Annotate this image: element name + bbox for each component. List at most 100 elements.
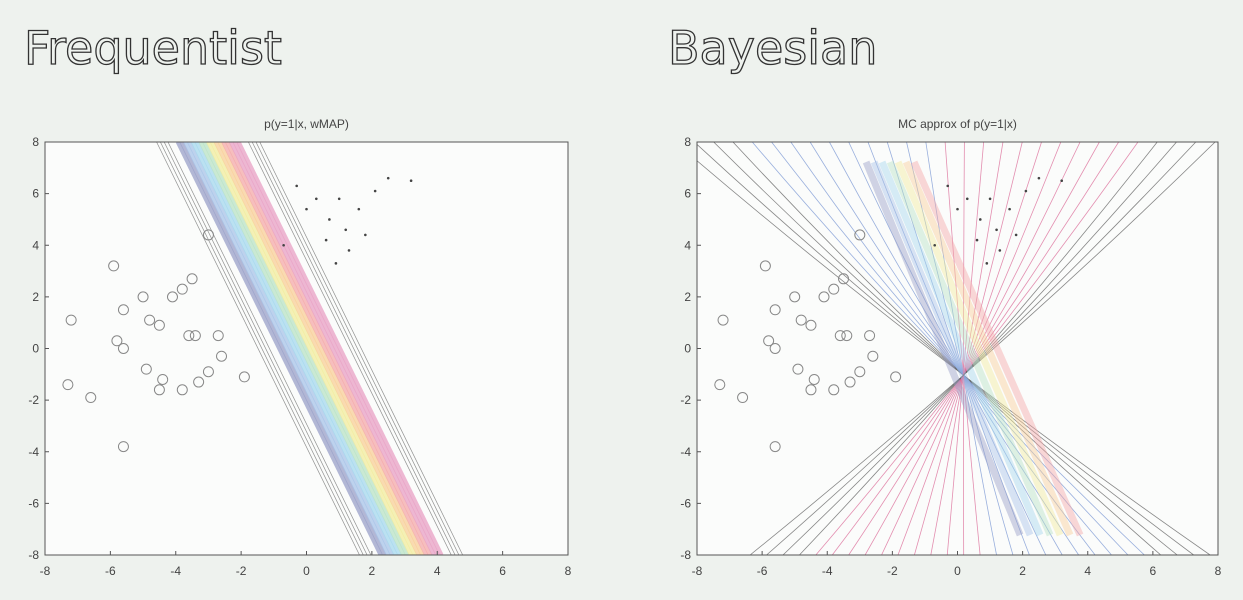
- x-tick-label: 6: [499, 564, 506, 578]
- contour-line: [930, 142, 1004, 555]
- point: [364, 233, 367, 237]
- point: [769, 441, 781, 453]
- point: [153, 384, 165, 396]
- x-tick-label: -4: [170, 564, 181, 578]
- contour-line: [160, 142, 364, 555]
- point: [769, 343, 781, 354]
- contour-line: [771, 142, 1129, 555]
- contour-line: [183, 142, 391, 555]
- contour-line: [864, 142, 1081, 555]
- point: [792, 363, 804, 375]
- contour-line: [163, 142, 368, 555]
- contour-line: [187, 142, 394, 555]
- contour-line: [248, 142, 452, 555]
- point: [1024, 189, 1028, 193]
- contour-line: [925, 142, 997, 555]
- contour-line: [259, 142, 464, 555]
- contour-band: [862, 160, 1024, 537]
- point: [759, 260, 771, 272]
- point: [238, 371, 250, 383]
- point: [1008, 207, 1011, 211]
- contour-line: [251, 142, 456, 555]
- chart-title: MC approx of p(y=1|x): [898, 117, 1017, 131]
- point: [933, 243, 937, 247]
- point: [334, 262, 338, 265]
- chart: p(y=1|x, wMAP) -8 -6 -4 -2 0 2 4 6 8 -8 -6 -4 -2 0 2 4 6 8: [28, 117, 571, 578]
- contour-line: [225, 142, 432, 555]
- x-tick-label: 4: [434, 564, 441, 578]
- point: [998, 249, 1002, 252]
- contour-line: [867, 142, 1047, 555]
- y-tick-label: -6: [680, 496, 691, 510]
- point: [988, 197, 992, 201]
- point: [212, 330, 224, 342]
- y-tick-label: 8: [684, 135, 691, 149]
- point: [166, 291, 178, 303]
- contour-band: [878, 160, 1044, 537]
- contours: [156, 142, 464, 555]
- contour-line: [829, 142, 1080, 555]
- contour-line: [749, 142, 1216, 555]
- point: [153, 319, 165, 331]
- contour-line: [255, 142, 460, 555]
- contour-line: [963, 142, 965, 555]
- contour-line: [944, 142, 981, 555]
- point: [347, 249, 351, 252]
- point: [978, 218, 982, 221]
- point: [305, 207, 308, 211]
- contour-line: [217, 142, 425, 555]
- contour-line: [815, 142, 1139, 555]
- x-tick-label: -6: [105, 564, 116, 578]
- point: [202, 229, 214, 241]
- point: [995, 228, 998, 232]
- y-tick-label: 0: [32, 342, 39, 356]
- contours: [697, 142, 1216, 555]
- y-tick-label: 6: [32, 187, 39, 201]
- heading: Bayesian: [668, 21, 877, 75]
- contour-band: [886, 160, 1054, 537]
- point: [714, 379, 726, 391]
- x-tick-label: -6: [757, 564, 768, 578]
- point: [108, 260, 120, 272]
- point: [763, 335, 775, 347]
- contour-line: [799, 142, 1158, 555]
- point: [1014, 233, 1018, 237]
- y-tick-label: -2: [680, 393, 691, 407]
- point: [315, 197, 318, 201]
- point: [176, 384, 188, 396]
- x-tick-label: 4: [1084, 564, 1091, 578]
- point: [111, 335, 123, 347]
- point: [985, 262, 989, 265]
- point: [864, 330, 876, 342]
- contour-line: [206, 142, 413, 555]
- point: [324, 238, 328, 242]
- heading: Frequentist: [24, 21, 282, 75]
- point: [834, 330, 846, 342]
- contour-line: [751, 142, 1145, 555]
- point: [805, 319, 817, 331]
- contour-line: [221, 142, 429, 555]
- contour-line: [156, 142, 360, 555]
- point: [176, 283, 188, 295]
- contour-line: [167, 142, 372, 555]
- y-tick-label: -4: [28, 445, 39, 459]
- x-tick-label: -4: [822, 564, 833, 578]
- chart-title: p(y=1|x, wMAP): [264, 117, 349, 131]
- contour-line: [766, 142, 1197, 555]
- y-tick-label: 2: [684, 290, 691, 304]
- x-tick-label: -2: [887, 564, 898, 578]
- point: [789, 291, 801, 303]
- x-tick-label: 6: [1150, 564, 1157, 578]
- y-tick-label: -6: [28, 496, 39, 510]
- point: [717, 314, 729, 326]
- point: [409, 179, 413, 183]
- point: [140, 363, 152, 375]
- contour-line: [897, 142, 1042, 555]
- contour-line: [198, 142, 406, 555]
- x-tick-label: -8: [692, 564, 703, 578]
- y-tick-label: 4: [32, 238, 39, 252]
- x-tick-label: 8: [565, 564, 572, 578]
- point: [337, 197, 341, 201]
- y-tick-label: -4: [680, 445, 691, 459]
